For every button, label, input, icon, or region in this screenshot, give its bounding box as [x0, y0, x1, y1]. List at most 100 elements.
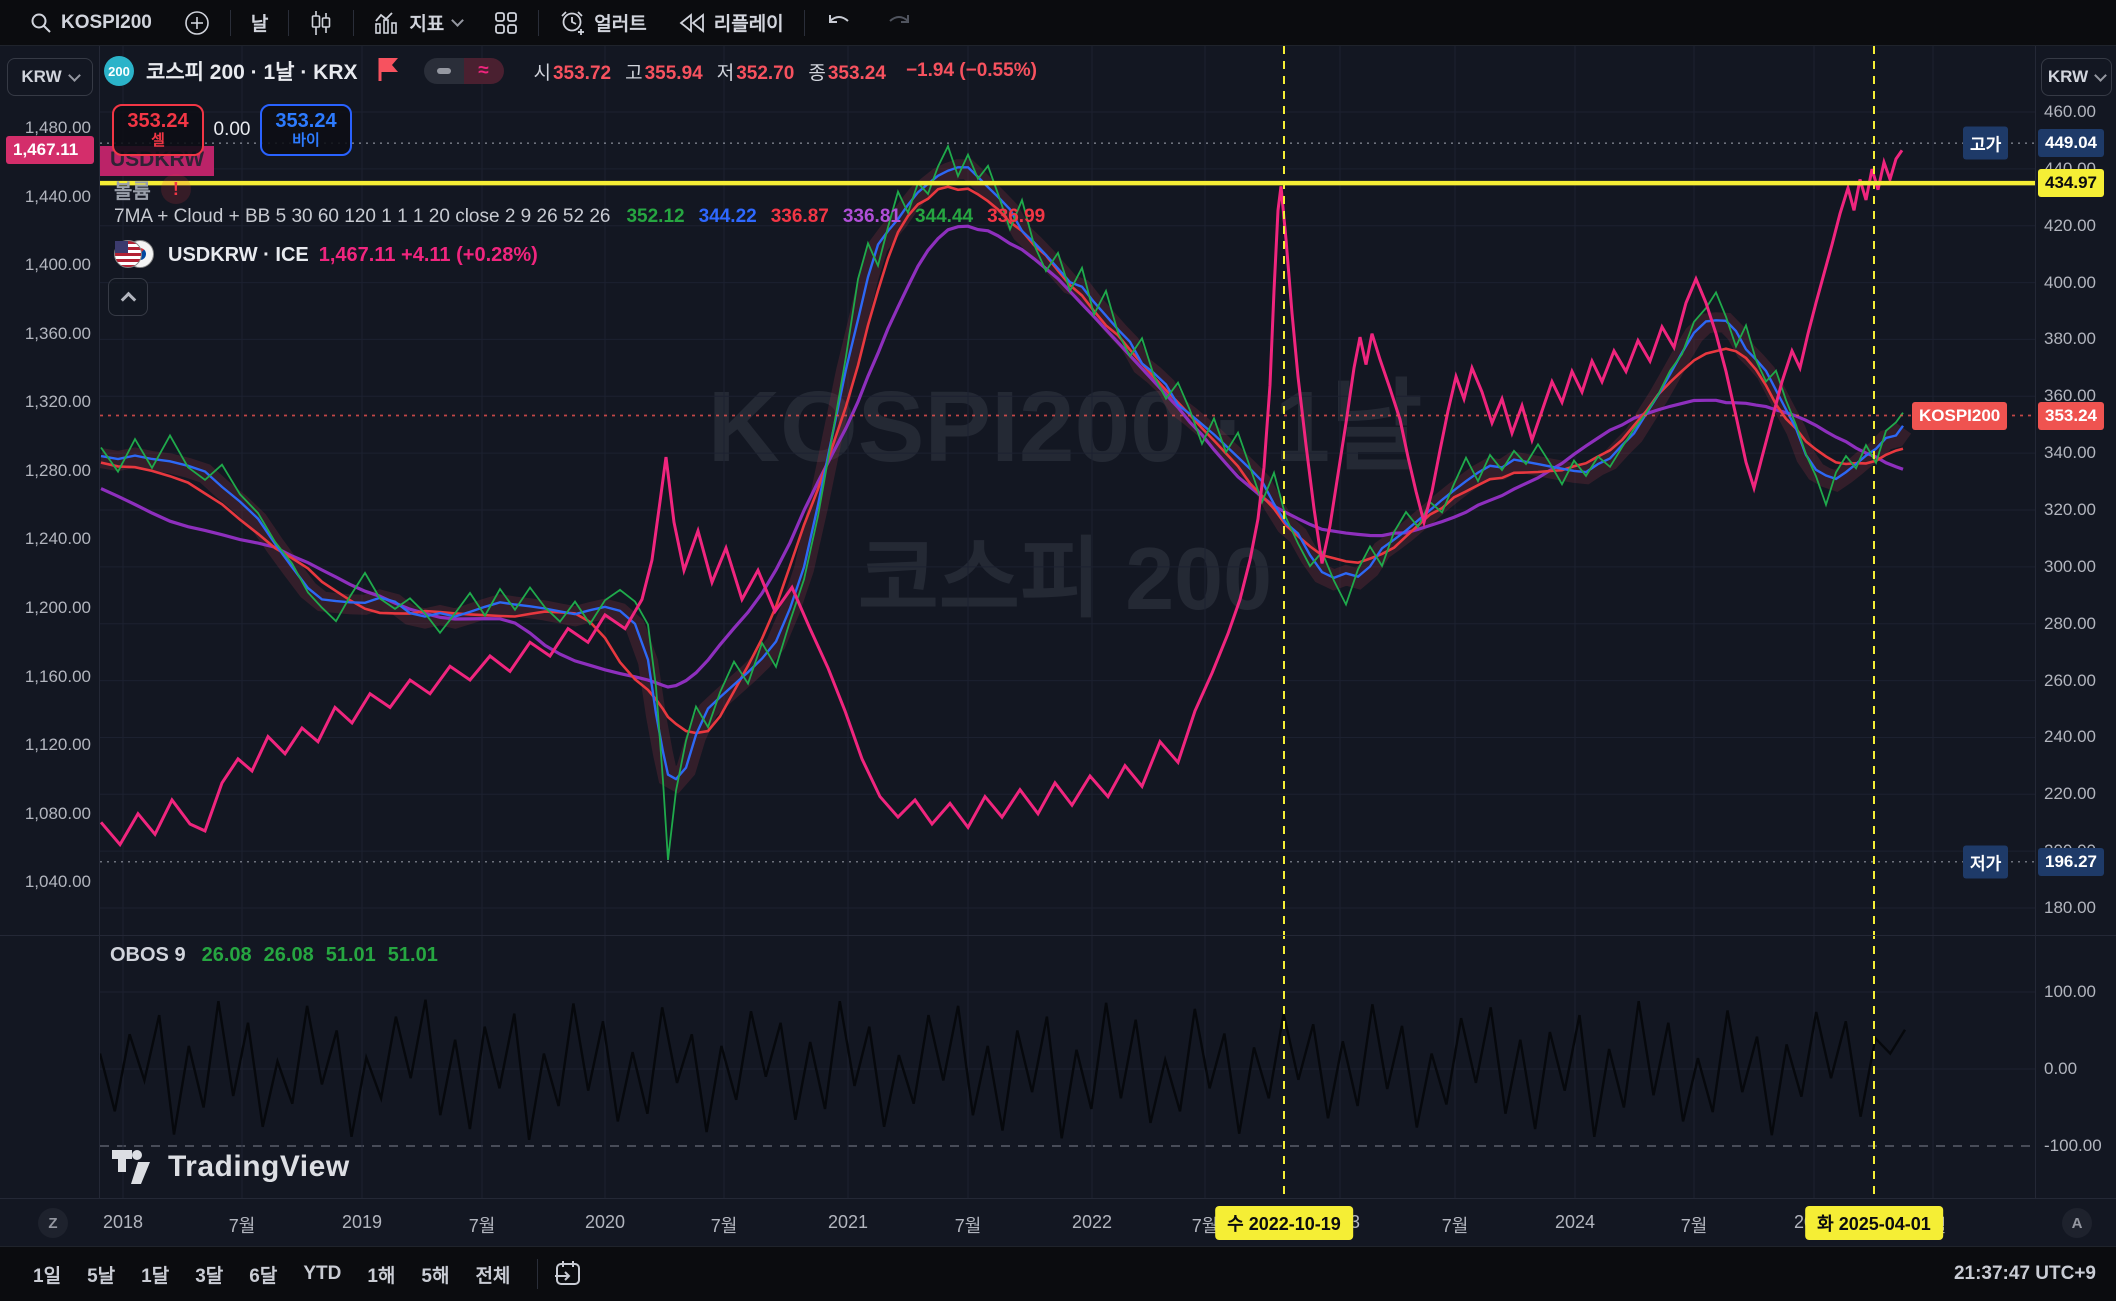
obos-legend-row[interactable]: OBOS 9 26.08 26.08 51.01 51.01: [110, 944, 450, 967]
chart-type-button[interactable]: [293, 0, 349, 46]
axis-tick-label: 1,200.00: [24, 598, 91, 617]
session-clock[interactable]: 21:37:47 UTC+9: [1953, 1263, 2096, 1284]
volume-legend-row[interactable]: 볼륨 !: [114, 174, 191, 204]
time-axis-label: 7월: [954, 1216, 982, 1236]
legend-visibility-toggles[interactable]: ≈: [423, 58, 504, 84]
time-axis-label: 2020: [584, 1212, 626, 1232]
low-value-badge: 196.27: [2038, 847, 2104, 876]
range-button-전체[interactable]: 전체: [475, 1265, 511, 1287]
volume-warning-icon[interactable]: !: [160, 174, 191, 204]
compare-add-button[interactable]: [168, 0, 226, 46]
go-to-date-icon[interactable]: [552, 1259, 582, 1289]
us-flag-icon: [114, 240, 142, 268]
last-price-badge: 353.24: [2038, 401, 2104, 430]
timeframe-label: 날: [250, 14, 269, 35]
axis-tick-label: 460.00: [2044, 102, 2096, 121]
usdkrw-legend-row[interactable]: USDKRW · ICE 1,467.11 +4.11 (+0.28%): [114, 240, 538, 270]
time-axis-label: 2021: [827, 1212, 869, 1232]
ma-indicator-row[interactable]: 7MA + Cloud + BB 5 30 60 120 1 1 1 20 cl…: [114, 206, 1059, 228]
timezone-button[interactable]: Z: [38, 1208, 68, 1238]
right-axis-currency-button[interactable]: KRW: [2041, 58, 2112, 96]
toolbar-divider: [288, 9, 290, 36]
high-value-badge: 449.04: [2038, 129, 2104, 158]
obos-value: 26.08: [263, 944, 314, 966]
ma-long-line: [100, 224, 1904, 689]
range-button-1달[interactable]: 1달: [141, 1265, 170, 1287]
ohlc-field: 시 353.72: [533, 62, 612, 84]
price-axis-left[interactable]: KRW 1,480.00 1,440.00 1,400.00 1,360.00 1,32…: [0, 46, 100, 1198]
ma-indicator-value: 344.44: [914, 206, 974, 227]
hide-toggle-icon[interactable]: [423, 58, 464, 84]
high-label-badge: 고가: [1963, 126, 2009, 160]
symbol-title[interactable]: 코스피 200 · 1날 · KRX: [146, 61, 358, 84]
usdkrw-flags-icon: [114, 240, 158, 270]
alert-label: 얼러트: [594, 14, 647, 35]
candlestick-icon: [309, 10, 333, 36]
price-axis-right[interactable]: KRW 460.00440.00420.00400.00380.00360.00…: [2035, 46, 2116, 1198]
buy-price: 353.24: [275, 110, 337, 133]
time-axis-label: 7월: [468, 1216, 496, 1236]
pane-divider[interactable]: [0, 935, 2116, 936]
sell-button[interactable]: 353.24 셀: [112, 104, 204, 156]
alert-button[interactable]: 얼러트: [543, 0, 662, 46]
indicators-label: 지표: [409, 14, 445, 35]
layout-grid-button[interactable]: [478, 0, 534, 46]
range-button-3달[interactable]: 3달: [195, 1265, 224, 1287]
time-axis-label: 7월: [1191, 1216, 1219, 1236]
chart-canvas[interactable]: [0, 46, 2116, 1198]
range-button-5날[interactable]: 5날: [87, 1265, 116, 1287]
ma-indicator-value: 336.87: [770, 206, 829, 227]
indicators-icon: [374, 11, 400, 35]
time-axis-label: 2019: [341, 1212, 383, 1232]
axis-tick-label: 340.00: [2044, 443, 2096, 463]
toolbar-divider: [229, 9, 231, 36]
ma-indicator-value: 344.22: [698, 206, 757, 227]
bottom-toolbar: 1일 5날 1달 3달 6달 YTD 1해 5해 전체 21:37:47 UTC+9: [0, 1246, 2116, 1301]
approx-toggle-icon[interactable]: ≈: [463, 58, 504, 84]
legend-collapse-button[interactable]: [108, 278, 148, 316]
auto-scale-button[interactable]: A: [2062, 1208, 2092, 1238]
left-axis-currency-button[interactable]: KRW: [7, 58, 93, 96]
axis-tick-label: 1,320.00: [24, 392, 91, 412]
buy-label: 바이: [292, 131, 320, 149]
volume-label: 볼륨: [114, 180, 151, 203]
flag-marker-icon[interactable]: [378, 56, 400, 87]
redo-button[interactable]: [869, 0, 929, 46]
range-button-YTD[interactable]: YTD: [303, 1263, 342, 1284]
ma-indicator-name: 7MA + Cloud + BB 5 30 60 120 1 1 1 20 cl…: [114, 206, 611, 227]
replay-label: 리플레이: [713, 14, 784, 35]
change-value: −1.94 (−0.55%): [905, 60, 1037, 81]
time-axis-label: 7월: [1680, 1216, 1708, 1236]
symbol-logo-badge: 200: [104, 56, 134, 86]
axis-tick-label: -100.00: [2044, 1136, 2102, 1155]
buy-button[interactable]: 353.24 바이: [260, 104, 352, 156]
ma-indicator-value: 352.12: [626, 206, 685, 227]
timeframe-button[interactable]: 날: [235, 0, 284, 46]
toolbar-divider: [803, 9, 805, 36]
axis-tick-label: 240.00: [2044, 727, 2096, 747]
time-axis-label: 7월: [228, 1216, 256, 1236]
tradingview-logo[interactable]: TradingView: [112, 1150, 350, 1184]
range-button-1일[interactable]: 1일: [33, 1265, 62, 1287]
indicators-button[interactable]: 지표: [358, 0, 478, 46]
time-axis[interactable]: Z A 20187월20197월20207월20217월20227월20237월…: [0, 1198, 2116, 1246]
axis-tick-label: 320.00: [2044, 500, 2096, 519]
alarm-clock-plus-icon: [559, 10, 585, 36]
replay-button[interactable]: 리플레이: [663, 0, 800, 46]
range-button-1해[interactable]: 1해: [367, 1265, 396, 1287]
obos-param: 9: [174, 944, 186, 966]
event-date-badge: 수 2022-10-19: [1215, 1206, 1353, 1240]
symbol-search-button[interactable]: KOSPI200: [14, 0, 168, 46]
range-button-5해[interactable]: 5해: [421, 1265, 450, 1287]
axis-tick-label: 220.00: [2044, 784, 2096, 804]
usdkrw-line: [99, 149, 1904, 848]
symbol-search-text: KOSPI200: [61, 11, 152, 33]
ma-indicator-value: 336.99: [987, 206, 1046, 227]
ma-fast-line: [100, 143, 1904, 861]
ohlc-field: 종 353.24: [808, 62, 886, 84]
undo-button[interactable]: [809, 0, 869, 46]
axis-tick-label: 280.00: [2044, 613, 2096, 633]
toolbar-divider: [353, 9, 355, 36]
range-button-6달[interactable]: 6달: [249, 1265, 278, 1287]
axis-tick-label: 180.00: [2044, 898, 2096, 917]
